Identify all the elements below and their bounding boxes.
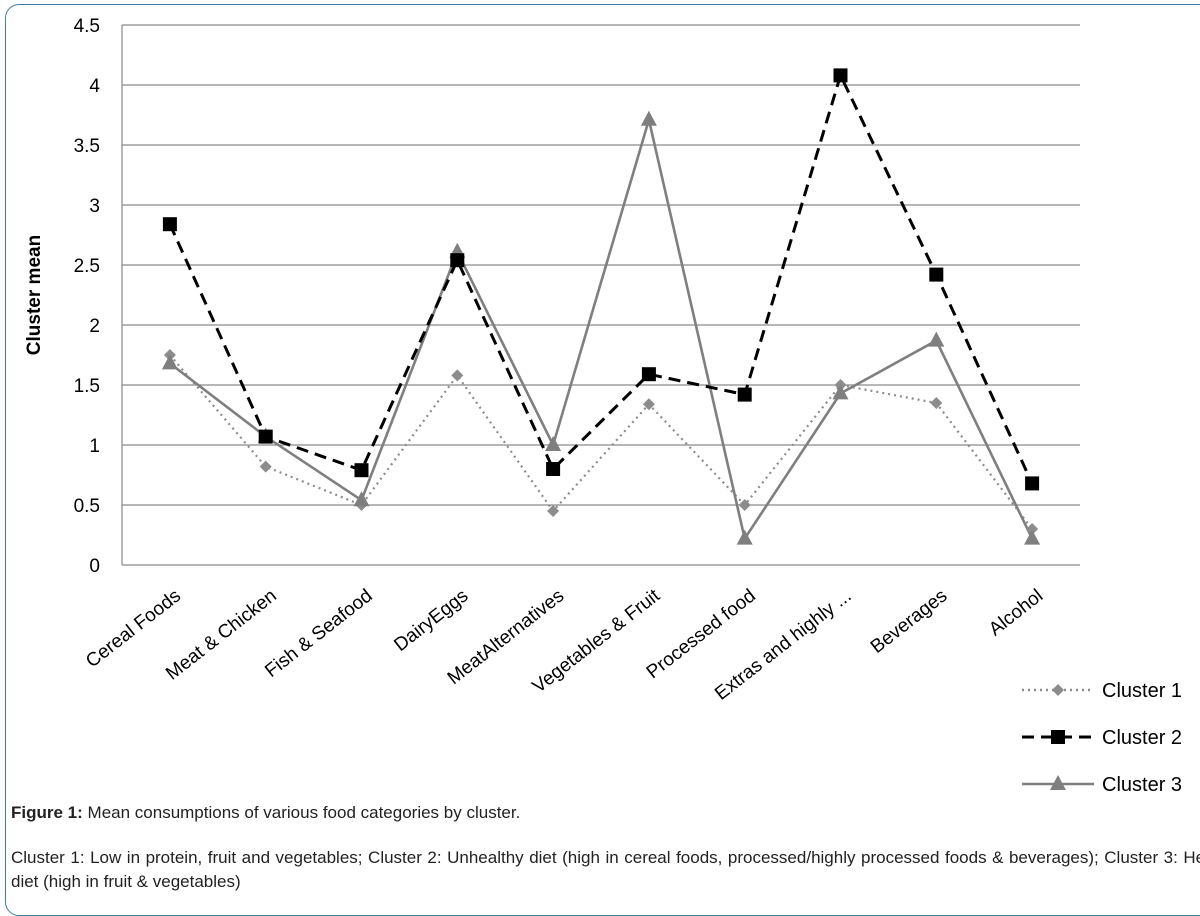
data-point-cluster-2: [1025, 476, 1040, 491]
y-tick-label: 0.5: [74, 496, 100, 517]
legend-marker-cluster-2: [1051, 730, 1065, 744]
figure-title: Mean consumptions of various food catego…: [87, 803, 521, 822]
x-tick-label: Alcohol: [985, 585, 1047, 640]
series-line-cluster-3: [169, 114, 1034, 542]
data-point-cluster-3: [640, 110, 657, 126]
data-point-cluster-2: [737, 387, 752, 402]
y-tick-label: 4: [89, 76, 100, 97]
series-line-cluster-1: [169, 354, 1033, 530]
legend-marker-cluster-3: [1050, 775, 1066, 790]
y-tick-label: 0: [89, 556, 100, 577]
y-tick-label: 3: [89, 196, 100, 217]
data-point-cluster-2: [450, 253, 465, 268]
y-tick-label: 2: [89, 316, 100, 337]
figure-description: Cluster 1: Low in protein, fruit and veg…: [11, 848, 1200, 891]
data-point-cluster-2: [833, 68, 848, 83]
data-point-cluster-1: [547, 505, 560, 517]
legend-label: Cluster 1: [1102, 680, 1182, 702]
data-point-cluster-1: [642, 398, 655, 411]
y-tick-label: 4.5: [74, 16, 100, 37]
data-point-cluster-2: [162, 217, 177, 232]
y-tick-label: 1: [89, 436, 100, 457]
legend-label: Cluster 2: [1102, 727, 1182, 749]
data-point-cluster-2: [929, 267, 944, 282]
data-point-cluster-3: [1024, 529, 1041, 545]
x-tick-label: Beverages: [867, 585, 952, 657]
legend-label: Cluster 3: [1102, 774, 1182, 796]
y-tick-label: 3.5: [74, 136, 100, 157]
x-tick-label: Cereal Foods: [82, 585, 185, 672]
series-line-cluster-2: [168, 71, 1034, 485]
y-tick-label: 1.5: [74, 376, 100, 397]
data-point-cluster-1: [1026, 523, 1039, 535]
data-point-cluster-3: [353, 491, 370, 507]
figure-label: Figure 1:: [11, 803, 83, 822]
x-tick-label: DairyEggs: [390, 585, 472, 656]
data-point-cluster-3: [736, 529, 753, 545]
data-point-cluster-3: [545, 436, 562, 451]
data-point-cluster-2: [641, 367, 656, 382]
data-point-cluster-1: [738, 499, 751, 511]
data-point-cluster-2: [354, 463, 369, 478]
data-point-cluster-1: [451, 369, 464, 382]
data-point-cluster-3: [928, 331, 945, 347]
data-point-cluster-1: [259, 460, 272, 473]
data-point-cluster-2: [546, 462, 561, 476]
y-tick-label: 2.5: [74, 256, 100, 277]
line-chart: 0 0.5 1 1.5 2 2.5 3 3.5 4 4.5 Cluster mean Cereal F…: [24, 16, 1182, 796]
data-point-cluster-3: [832, 384, 849, 400]
y-axis-label: Cluster mean: [24, 235, 45, 355]
data-point-cluster-1: [930, 397, 943, 409]
data-point-cluster-3: [161, 354, 178, 370]
legend-marker-cluster-1: [1052, 684, 1064, 696]
figure-caption: Figure 1: Mean consumptions of various f…: [11, 803, 520, 823]
data-point-cluster-2: [258, 429, 273, 444]
